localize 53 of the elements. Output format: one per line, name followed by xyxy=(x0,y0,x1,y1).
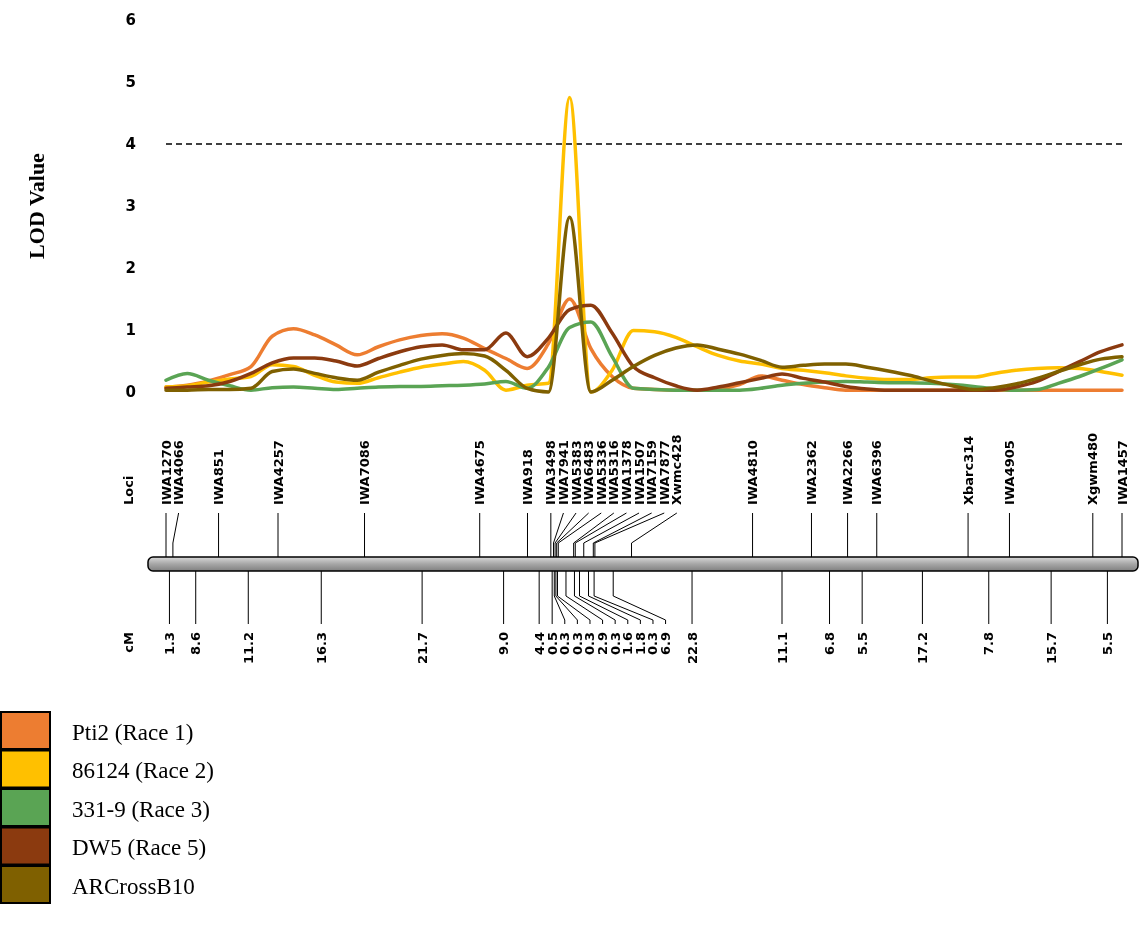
category-label: IWA5383 xyxy=(568,440,584,505)
data-label: 0.5 xyxy=(544,632,560,656)
legend-label: 86124 (Race 2) xyxy=(72,758,214,783)
y-tick-label: 0 xyxy=(125,383,136,401)
legend-label: DW5 (Race 5) xyxy=(72,835,207,860)
category-label: IWA4905 xyxy=(1001,440,1017,505)
y-tick-label: 2 xyxy=(125,259,136,277)
y-tick-label: 1 xyxy=(125,321,136,339)
y-tick-label: 6 xyxy=(125,11,136,29)
data-label: 0.3 xyxy=(645,632,661,656)
data-label: 22.8 xyxy=(684,632,700,665)
category-label: IWA851 xyxy=(211,449,227,505)
category-label: Xwmc428 xyxy=(669,434,685,505)
line-series xyxy=(164,215,1124,394)
category-label: IWA1507 xyxy=(631,440,647,505)
category-label: IWA2266 xyxy=(840,440,856,505)
category-label: IWA1270 xyxy=(158,440,174,505)
category-label: IWA918 xyxy=(519,449,535,505)
data-label: 4.4 xyxy=(531,632,547,656)
category-label: IWA4810 xyxy=(745,440,761,505)
category-label: IWA4066 xyxy=(171,440,187,505)
data-label: 15.7 xyxy=(1043,632,1059,665)
y-tick-label: 3 xyxy=(125,197,136,215)
category-label: Xgwm480 xyxy=(1085,432,1101,505)
category-label: IWA4675 xyxy=(472,440,488,505)
data-label: 9.0 xyxy=(496,632,512,656)
data-label: 21.7 xyxy=(414,632,430,665)
data-label: 5.5 xyxy=(854,632,870,656)
data-label: 6.8 xyxy=(822,632,838,656)
y-tick-label: 5 xyxy=(125,73,136,91)
legend-label: 331-9 (Race 3) xyxy=(72,796,210,822)
text: cM xyxy=(120,632,136,653)
data-label: 16.3 xyxy=(313,632,329,665)
data-label: 1.3 xyxy=(161,632,177,656)
category-label: IWA4257 xyxy=(270,440,286,505)
category-label: IWA7086 xyxy=(357,440,373,505)
data-label: 11.2 xyxy=(240,632,256,665)
data-label: 8.6 xyxy=(188,632,204,656)
data-label: 11.1 xyxy=(774,632,790,665)
category-label: Xbarc314 xyxy=(960,435,976,505)
category-label: IWA2362 xyxy=(803,440,819,505)
data-label: 17.2 xyxy=(914,632,930,665)
y-tick-label: 4 xyxy=(125,135,136,153)
data-label: 5.5 xyxy=(1099,632,1115,656)
category-label: IWA1457 xyxy=(1114,440,1130,505)
legend-label: Pti2 (Race 1) xyxy=(72,719,194,745)
text: Loci xyxy=(120,475,136,505)
data-label: 0.3 xyxy=(582,632,598,656)
data-label: 7.8 xyxy=(981,632,997,656)
category-label: IWA6396 xyxy=(869,440,885,505)
legend-label: ARCrossB10 xyxy=(72,873,195,899)
data-label: 6.9 xyxy=(658,632,674,656)
y-axis-title: LOD Value xyxy=(23,152,49,259)
